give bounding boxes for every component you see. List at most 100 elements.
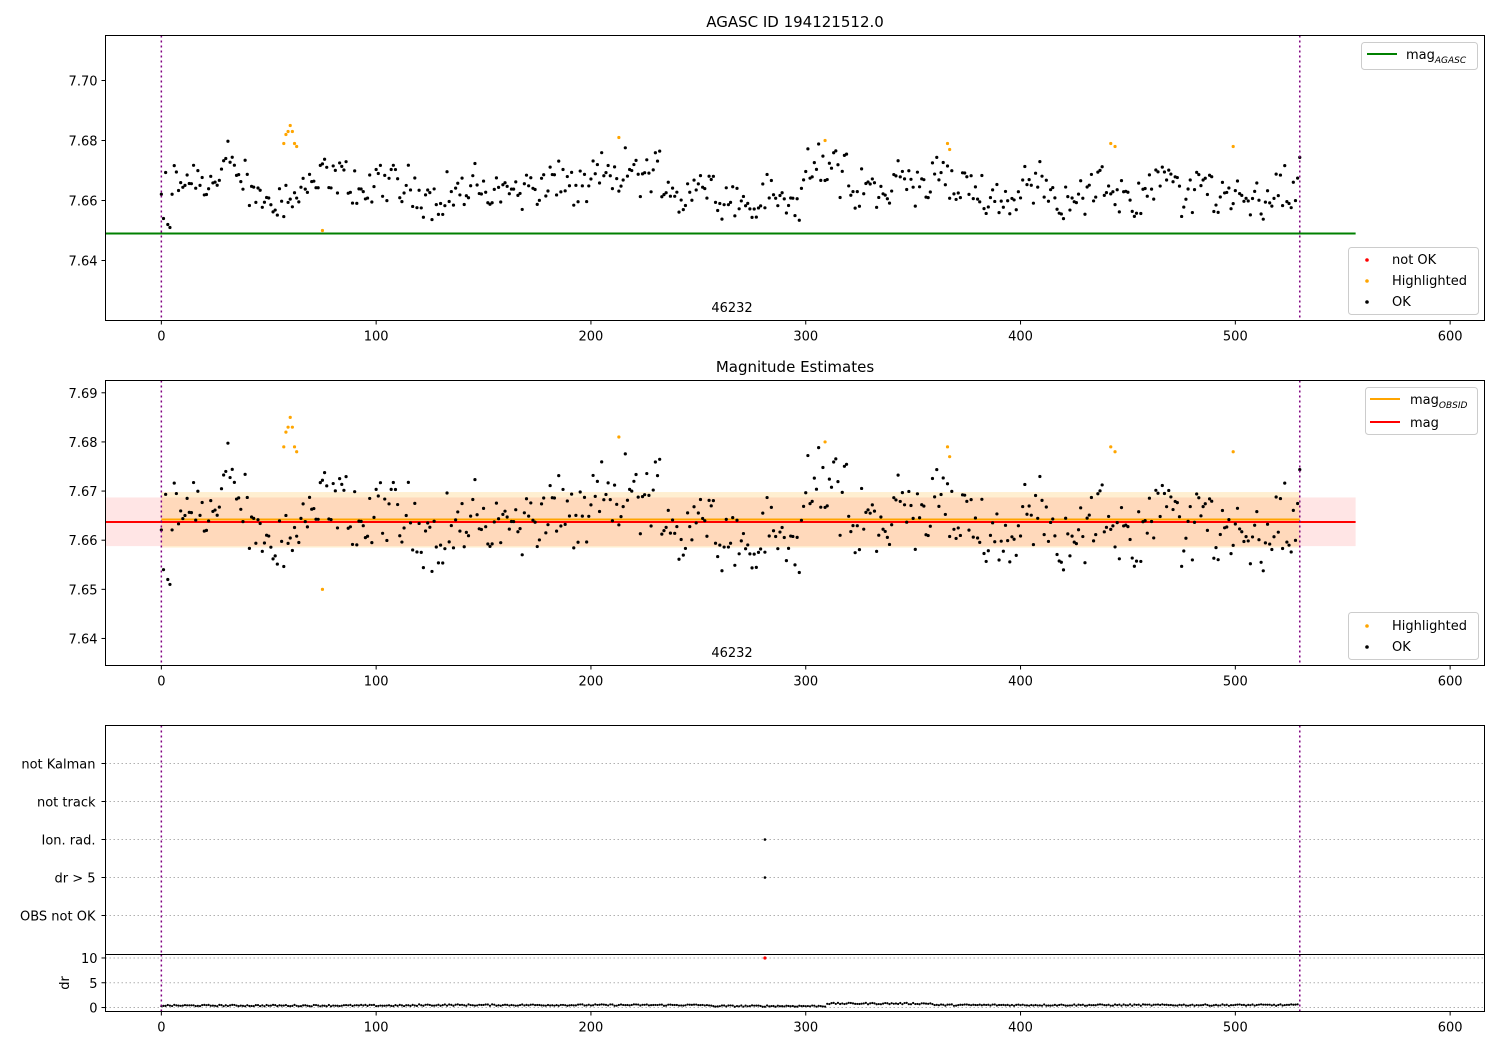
ok-point xyxy=(859,486,864,491)
dr-point xyxy=(789,1005,792,1008)
ok-point xyxy=(967,192,971,196)
dr-point xyxy=(452,1004,455,1007)
ok-point xyxy=(1261,569,1265,573)
ok-point xyxy=(636,172,640,176)
dr-point xyxy=(596,1003,599,1007)
ok-point xyxy=(232,163,236,167)
dr-point xyxy=(980,1004,983,1007)
ok-point xyxy=(814,167,819,171)
ok-point xyxy=(557,474,561,478)
dr-point xyxy=(574,1004,578,1007)
dr-point xyxy=(1135,1003,1138,1007)
dr-point xyxy=(213,1004,217,1007)
ok-point xyxy=(834,149,838,153)
ok-point xyxy=(986,549,990,553)
dr-point xyxy=(677,1004,681,1007)
dr-point xyxy=(471,1004,474,1007)
ok-point xyxy=(481,179,486,183)
highlighted-point xyxy=(948,455,952,459)
dr-point xyxy=(302,1004,305,1007)
dr-point xyxy=(757,1004,760,1007)
ok-point xyxy=(524,173,529,177)
highlighted-point xyxy=(282,445,286,449)
ok-point xyxy=(655,159,660,163)
ok-point xyxy=(709,504,713,508)
ok-point xyxy=(1031,542,1036,547)
ok-point xyxy=(466,534,471,538)
ok-point xyxy=(728,541,733,545)
dr-point xyxy=(327,1003,330,1007)
ok-point xyxy=(814,487,819,491)
ok-point xyxy=(1016,524,1020,528)
ok-point xyxy=(1210,499,1214,503)
ok-point xyxy=(1265,522,1270,526)
ok-point xyxy=(460,176,464,180)
dr-point xyxy=(1197,1004,1200,1007)
ok-point xyxy=(1199,514,1203,518)
ok-point xyxy=(698,497,703,502)
ok-point xyxy=(909,177,913,181)
ok-point xyxy=(1036,185,1040,189)
ok-point xyxy=(252,185,256,189)
ok-point xyxy=(1081,534,1085,539)
dr-point xyxy=(772,1004,775,1008)
ok-point xyxy=(533,520,537,524)
ok-point xyxy=(1233,522,1237,526)
ok-point xyxy=(466,196,471,200)
ok-point xyxy=(660,532,664,536)
ok-point xyxy=(1104,525,1109,529)
ok-point xyxy=(585,540,589,544)
ok-point xyxy=(939,170,943,175)
ok-point xyxy=(885,197,889,201)
ok-point xyxy=(447,540,451,544)
dr-point xyxy=(1034,1003,1037,1007)
dr-point xyxy=(806,1004,809,1008)
ok-point xyxy=(838,533,842,537)
ok-point xyxy=(898,175,902,179)
dr-point xyxy=(538,1003,541,1007)
dr-point xyxy=(1000,1003,1003,1007)
ok-point xyxy=(546,523,550,527)
ok-point xyxy=(1177,184,1182,188)
ok-point xyxy=(1014,553,1018,557)
ok-point xyxy=(207,187,211,191)
highlighted-point xyxy=(286,425,290,429)
ok-point xyxy=(1102,530,1106,534)
ok-point xyxy=(877,195,881,200)
ok-point xyxy=(1008,212,1012,216)
ok-point xyxy=(866,508,870,512)
dr-point xyxy=(957,1004,960,1007)
dr-point xyxy=(970,1004,973,1007)
ok-point xyxy=(1134,211,1139,215)
ok-point xyxy=(447,199,451,204)
dr-point xyxy=(228,1004,232,1007)
ok-point xyxy=(1061,568,1066,572)
dr-point xyxy=(946,1003,949,1006)
ok-point xyxy=(376,494,380,498)
dr-point xyxy=(811,1004,814,1007)
ok-point xyxy=(554,529,559,533)
ok-point xyxy=(967,528,971,532)
dr-point xyxy=(226,1004,230,1008)
highlighted-point xyxy=(320,587,325,591)
ok-point xyxy=(1175,175,1179,180)
ok-point xyxy=(752,207,756,211)
dr-point xyxy=(420,1004,423,1007)
ok-point xyxy=(391,480,395,485)
dr-point xyxy=(948,1003,951,1006)
dr-point xyxy=(1174,1004,1177,1007)
dr-point xyxy=(1021,1003,1024,1006)
dr-point xyxy=(731,1004,734,1007)
dr-point xyxy=(1251,1003,1254,1006)
ok-point xyxy=(301,502,305,506)
ok-point xyxy=(299,185,303,189)
ok-point xyxy=(801,178,806,182)
dr-point xyxy=(652,1003,655,1007)
ok-point xyxy=(1205,528,1210,532)
dr-point xyxy=(413,1004,416,1007)
ok-point xyxy=(421,565,426,570)
ok-point xyxy=(1154,488,1158,492)
highlighted-point xyxy=(284,132,288,137)
ok-point xyxy=(451,546,456,550)
